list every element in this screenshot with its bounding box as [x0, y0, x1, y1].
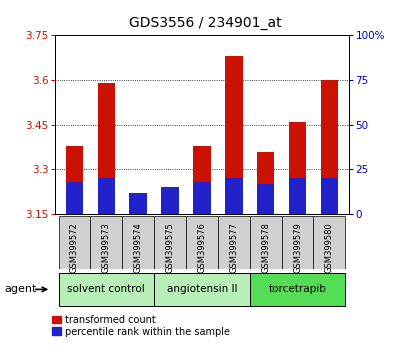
Bar [320, 80, 337, 214]
Bar [193, 145, 210, 214]
Bar [161, 187, 178, 214]
Bar [122, 216, 154, 269]
Text: GSM399574: GSM399574 [133, 222, 142, 273]
Bar [97, 178, 115, 214]
Bar [58, 273, 154, 306]
Bar [58, 216, 90, 269]
Bar [313, 216, 344, 269]
Text: angiotensin II: angiotensin II [166, 284, 236, 295]
Bar [65, 182, 83, 214]
Text: GSM399573: GSM399573 [101, 222, 110, 273]
Bar [129, 208, 146, 214]
Text: agent: agent [4, 284, 36, 295]
Bar [217, 216, 249, 269]
Text: GSM399578: GSM399578 [261, 222, 270, 273]
Bar [256, 184, 274, 214]
Bar [249, 216, 281, 269]
Text: GSM399580: GSM399580 [324, 222, 333, 273]
Text: solvent control: solvent control [67, 284, 145, 295]
Text: GSM399576: GSM399576 [197, 222, 206, 273]
Bar [154, 273, 249, 306]
Text: GSM399579: GSM399579 [292, 222, 301, 273]
Bar [288, 178, 306, 214]
Legend: transformed count, percentile rank within the sample: transformed count, percentile rank withi… [52, 315, 229, 337]
Text: GSM399575: GSM399575 [165, 222, 174, 273]
Bar [193, 182, 210, 214]
Bar [256, 152, 274, 214]
Bar [90, 216, 122, 269]
Bar [65, 145, 83, 214]
Text: GSM399577: GSM399577 [229, 222, 238, 273]
Bar [225, 178, 242, 214]
Bar [161, 190, 178, 214]
Text: torcetrapib: torcetrapib [268, 284, 326, 295]
Bar [249, 273, 344, 306]
Bar [288, 122, 306, 214]
Bar [281, 216, 313, 269]
Text: GSM399572: GSM399572 [70, 222, 79, 273]
Bar [97, 83, 115, 214]
Bar [154, 216, 186, 269]
Bar [129, 193, 146, 214]
Bar [186, 216, 217, 269]
Bar [320, 178, 337, 214]
Text: GDS3556 / 234901_at: GDS3556 / 234901_at [128, 16, 281, 30]
Bar [225, 56, 242, 214]
